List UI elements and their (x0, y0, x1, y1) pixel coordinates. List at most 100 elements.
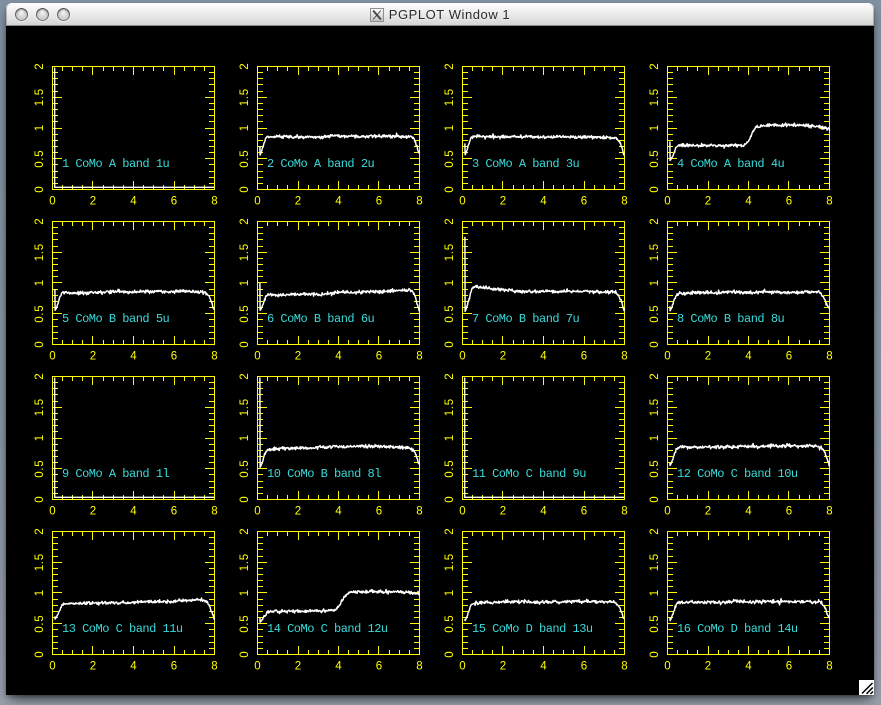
svg-text:2: 2 (705, 506, 711, 518)
svg-text:1.5: 1.5 (239, 398, 251, 416)
svg-text:2: 2 (295, 661, 301, 673)
svg-text:0: 0 (459, 661, 465, 673)
svg-text:2: 2 (239, 63, 251, 69)
svg-text:4: 4 (745, 196, 752, 208)
svg-text:0: 0 (34, 496, 46, 502)
svg-text:0: 0 (459, 196, 465, 208)
svg-text:0: 0 (239, 341, 251, 347)
svg-text:0.5: 0.5 (34, 460, 46, 478)
svg-text:9 CoMo A band 1l: 9 CoMo A band 1l (62, 467, 170, 481)
svg-text:6: 6 (376, 506, 382, 518)
svg-text:1.5: 1.5 (239, 88, 251, 106)
svg-text:1.5: 1.5 (444, 88, 456, 106)
svg-text:0: 0 (459, 506, 465, 518)
svg-text:2: 2 (295, 196, 301, 208)
svg-text:4: 4 (745, 661, 752, 673)
svg-text:0: 0 (49, 661, 55, 673)
svg-text:8: 8 (826, 661, 832, 673)
svg-text:10 CoMo B band 8l: 10 CoMo B band 8l (267, 467, 381, 481)
svg-text:1: 1 (444, 125, 456, 131)
svg-text:0: 0 (254, 506, 260, 518)
svg-text:0: 0 (664, 661, 670, 673)
svg-text:8: 8 (826, 351, 832, 363)
svg-text:0: 0 (254, 661, 260, 673)
svg-text:2: 2 (500, 196, 506, 208)
svg-text:4: 4 (130, 506, 137, 518)
svg-text:4: 4 (335, 196, 342, 208)
svg-text:0: 0 (34, 341, 46, 347)
svg-text:0: 0 (34, 186, 46, 192)
svg-text:8 CoMo B band 8u: 8 CoMo B band 8u (677, 312, 785, 326)
svg-text:7 CoMo B band 7u: 7 CoMo B band 7u (472, 312, 580, 326)
svg-text:0.5: 0.5 (34, 615, 46, 633)
svg-text:1.5: 1.5 (444, 398, 456, 416)
svg-text:8: 8 (416, 661, 422, 673)
svg-text:0.5: 0.5 (239, 615, 251, 633)
svg-text:2: 2 (34, 528, 46, 534)
svg-text:4: 4 (335, 506, 342, 518)
svg-text:0: 0 (444, 651, 456, 657)
svg-text:8: 8 (621, 661, 627, 673)
svg-text:6 CoMo B band 6u: 6 CoMo B band 6u (267, 312, 375, 326)
svg-text:8: 8 (621, 351, 627, 363)
svg-text:8: 8 (211, 351, 217, 363)
svg-text:6: 6 (786, 196, 792, 208)
svg-text:2: 2 (649, 218, 661, 224)
svg-text:8: 8 (211, 196, 217, 208)
svg-text:2: 2 (444, 218, 456, 224)
svg-text:1: 1 (239, 280, 251, 286)
svg-text:0: 0 (649, 651, 661, 657)
svg-text:6: 6 (581, 351, 587, 363)
svg-text:1.5: 1.5 (34, 553, 46, 571)
svg-text:1.5: 1.5 (34, 243, 46, 261)
svg-text:6: 6 (581, 661, 587, 673)
svg-text:4: 4 (335, 351, 342, 363)
svg-text:1: 1 (239, 125, 251, 131)
svg-text:2: 2 (705, 351, 711, 363)
svg-text:0: 0 (444, 496, 456, 502)
svg-text:1: 1 (649, 435, 661, 441)
svg-text:6: 6 (581, 196, 587, 208)
svg-text:4: 4 (745, 506, 752, 518)
svg-text:1: 1 (239, 435, 251, 441)
svg-text:1: 1 (34, 590, 46, 596)
svg-text:4 CoMo A band 4u: 4 CoMo A band 4u (677, 157, 785, 171)
svg-text:2: 2 (500, 351, 506, 363)
svg-text:0.5: 0.5 (444, 615, 456, 633)
svg-text:2: 2 (34, 373, 46, 379)
svg-text:6: 6 (581, 506, 587, 518)
svg-text:8: 8 (826, 196, 832, 208)
svg-text:2: 2 (239, 528, 251, 534)
svg-text:2: 2 (90, 506, 96, 518)
svg-text:1: 1 (444, 280, 456, 286)
svg-text:0: 0 (649, 341, 661, 347)
svg-text:1: 1 (34, 435, 46, 441)
svg-text:6: 6 (376, 661, 382, 673)
svg-text:1: 1 (444, 590, 456, 596)
svg-text:2: 2 (295, 506, 301, 518)
svg-text:2: 2 (239, 373, 251, 379)
svg-text:0.5: 0.5 (444, 460, 456, 478)
svg-text:12 CoMo C band 10u: 12 CoMo C band 10u (677, 467, 798, 481)
svg-text:2: 2 (444, 528, 456, 534)
svg-text:0: 0 (459, 351, 465, 363)
svg-text:0.5: 0.5 (239, 150, 251, 168)
svg-text:1.5: 1.5 (649, 243, 661, 261)
svg-text:0: 0 (49, 506, 55, 518)
svg-text:0: 0 (254, 351, 260, 363)
svg-text:1: 1 (649, 590, 661, 596)
svg-text:4: 4 (130, 351, 137, 363)
svg-text:2: 2 (90, 661, 96, 673)
svg-text:0: 0 (239, 186, 251, 192)
svg-text:2: 2 (90, 351, 96, 363)
svg-text:1.5: 1.5 (34, 398, 46, 416)
svg-text:0.5: 0.5 (649, 615, 661, 633)
svg-text:2 CoMo A band 2u: 2 CoMo A band 2u (267, 157, 375, 171)
svg-text:0.5: 0.5 (34, 150, 46, 168)
svg-text:0.5: 0.5 (34, 305, 46, 323)
svg-text:8: 8 (621, 196, 627, 208)
svg-text:4: 4 (540, 196, 547, 208)
svg-text:4: 4 (540, 506, 547, 518)
svg-text:6: 6 (171, 661, 177, 673)
svg-text:5 CoMo B band 5u: 5 CoMo B band 5u (62, 312, 170, 326)
